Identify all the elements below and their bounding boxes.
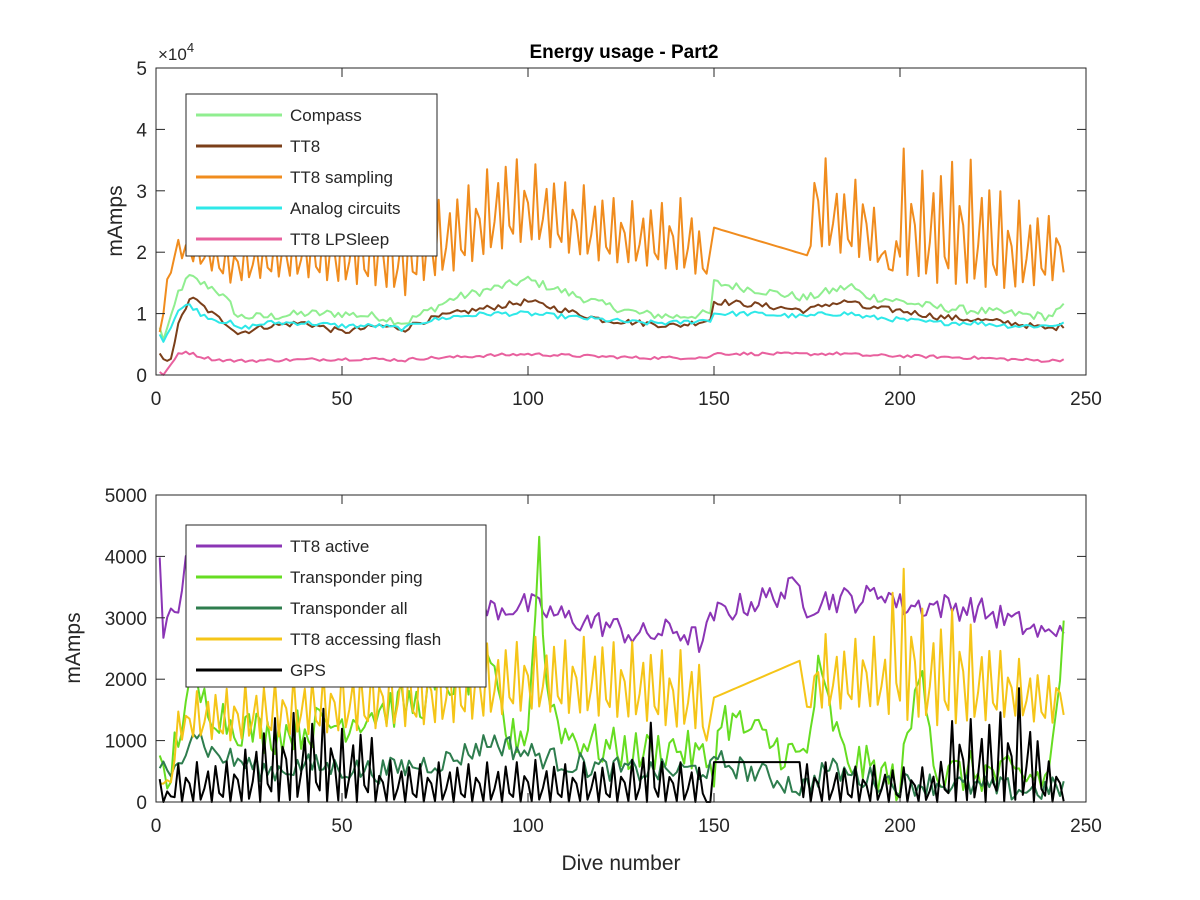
bottom-y-tick-label: 3000 bbox=[105, 609, 147, 630]
bottom-y-tick-label: 1000 bbox=[105, 732, 147, 753]
top-legend-label-analog-circuits: Analog circuits bbox=[290, 199, 401, 218]
top-axes-box bbox=[155, 67, 1087, 376]
bottom-legend-label-tt8-active: TT8 active bbox=[290, 537, 369, 556]
top-series-analog-circuits bbox=[158, 303, 1065, 343]
bottom-x-tick-label: 200 bbox=[884, 816, 916, 837]
chart-title: Energy usage - Part2 bbox=[529, 42, 718, 63]
bottom-x-tick-label: 0 bbox=[151, 816, 162, 837]
top-axes: Energy usage - Part2 0 50 100 150 200 250 0 1 2 3… bbox=[104, 40, 1102, 410]
bottom-legend: TT8 active Transponder ping Transponder al… bbox=[185, 524, 487, 688]
top-y-tick-label: 2 bbox=[136, 243, 147, 264]
bottom-ticks: 0 50 100 150 200 250 0 1000 2000 3000 4000 5000 bbox=[105, 486, 1102, 837]
top-series-tt8 bbox=[158, 296, 1065, 362]
top-legend-label-tt8-sampling: TT8 sampling bbox=[290, 168, 393, 187]
top-y-exponent: ×104 bbox=[158, 40, 194, 64]
top-y-tick-label: 1 bbox=[136, 305, 147, 326]
bottom-legend-box bbox=[185, 524, 487, 688]
top-series-compass bbox=[158, 274, 1065, 341]
top-y-tick-label: 5 bbox=[136, 59, 147, 80]
bottom-x-tick-label: 100 bbox=[512, 816, 544, 837]
bottom-y-axis-label: mAmps bbox=[62, 612, 85, 683]
bottom-y-tick-label: 2000 bbox=[105, 670, 147, 691]
top-x-tick-label: 100 bbox=[512, 389, 544, 410]
top-legend: Compass TT8 TT8 sampling Analog circuits TT8… bbox=[185, 93, 438, 257]
bottom-axes: 0 50 100 150 200 250 0 1000 2000 3000 4000 5000 mAm… bbox=[62, 486, 1102, 875]
bottom-x-axis-label: Dive number bbox=[561, 852, 680, 875]
bottom-legend-label-tt8-accessing-flash: TT8 accessing flash bbox=[290, 630, 441, 649]
bottom-x-tick-label: 250 bbox=[1070, 816, 1102, 837]
bottom-y-tick-label: 4000 bbox=[105, 547, 147, 568]
top-x-tick-label: 250 bbox=[1070, 389, 1102, 410]
top-y-exponent-power: 4 bbox=[187, 40, 194, 55]
bottom-y-tick-label: 0 bbox=[136, 793, 147, 814]
bottom-series-gps bbox=[158, 687, 1065, 803]
bottom-y-tick-label: 5000 bbox=[105, 486, 147, 507]
top-x-tick-label: 50 bbox=[331, 389, 352, 410]
bottom-legend-label-transponder-all: Transponder all bbox=[290, 599, 408, 618]
bottom-series-tt8-accessing-flash bbox=[159, 567, 1065, 785]
top-y-tick-label: 4 bbox=[136, 120, 147, 141]
top-y-tick-label: 0 bbox=[136, 366, 147, 387]
top-ticks: 0 50 100 150 200 250 0 1 2 3 4 5 bbox=[136, 59, 1101, 410]
bottom-x-tick-label: 150 bbox=[698, 816, 730, 837]
bottom-legend-label-transponder-ping: Transponder ping bbox=[290, 568, 423, 587]
top-series-lines bbox=[158, 147, 1065, 376]
top-x-tick-label: 200 bbox=[884, 389, 916, 410]
top-legend-box bbox=[185, 93, 438, 257]
top-x-tick-label: 0 bbox=[151, 389, 162, 410]
bottom-legend-label-gps: GPS bbox=[290, 661, 326, 680]
bottom-x-tick-label: 50 bbox=[331, 816, 352, 837]
bottom-axes-box bbox=[155, 494, 1087, 803]
top-y-tick-label: 3 bbox=[136, 182, 147, 203]
top-y-exponent-base: ×10 bbox=[158, 45, 187, 64]
top-legend-label-compass: Compass bbox=[290, 106, 362, 125]
top-y-axis-label: mAmps bbox=[104, 185, 127, 256]
bottom-series-lines bbox=[158, 535, 1065, 803]
top-series-tt8-lpsleep bbox=[159, 350, 1065, 376]
top-x-tick-label: 150 bbox=[698, 389, 730, 410]
top-legend-label-tt8-lpsleep: TT8 LPSleep bbox=[290, 230, 389, 249]
top-legend-label-tt8: TT8 bbox=[290, 137, 320, 156]
